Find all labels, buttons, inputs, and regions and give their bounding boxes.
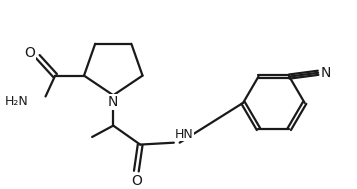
Text: HN: HN	[175, 128, 193, 141]
Text: O: O	[131, 174, 142, 188]
Text: N: N	[321, 66, 331, 80]
Text: N: N	[108, 95, 119, 109]
Text: O: O	[25, 46, 36, 60]
Text: H₂N: H₂N	[5, 95, 28, 108]
